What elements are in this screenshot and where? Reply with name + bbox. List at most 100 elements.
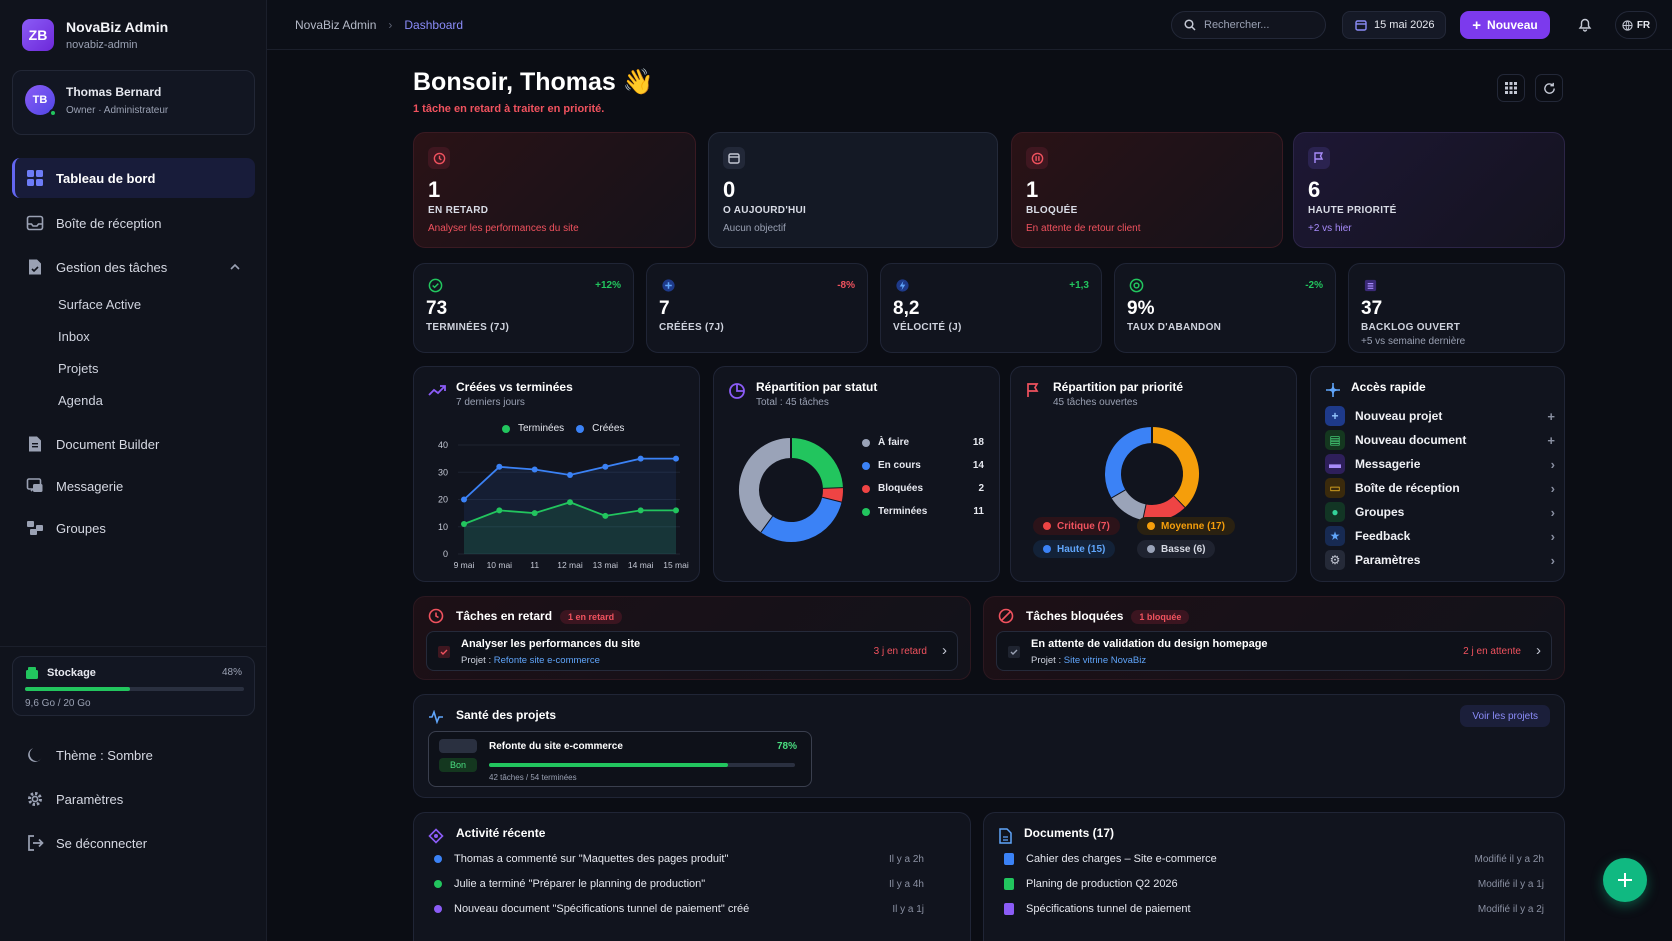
refresh-button[interactable] [1535, 74, 1563, 102]
grid-icon [27, 170, 43, 186]
activity-icon [428, 828, 444, 844]
list-item[interactable]: Nouveau document "Spécifications tunnel … [434, 903, 924, 915]
quick-label: Boîte de réception [1355, 481, 1460, 495]
project-health-row[interactable]: Bon Refonte du site e-commerce 78% 42 tâ… [428, 731, 812, 787]
slice-gap [1172, 495, 1186, 509]
sidebar-item-tasks[interactable]: Gestion des tâches [12, 247, 255, 287]
new-button[interactable]: + Nouveau [1460, 11, 1550, 39]
priority-pill-medium[interactable]: Moyenne (17) [1137, 517, 1235, 535]
status-legend-item: Bloquées 2 [862, 483, 984, 494]
metric-card-abandon[interactable]: -2% 9% TAUX D'ABANDON [1114, 263, 1336, 353]
list-item[interactable]: Julie a terminé "Préparer le planning de… [434, 878, 924, 890]
brand[interactable]: ZB NovaBiz Admin novabiz-admin [22, 19, 168, 51]
project-link[interactable]: Refonte site e-commerce [493, 655, 600, 666]
blocked-task-row[interactable]: En attente de validation du design homep… [996, 631, 1552, 671]
page-title: Bonsoir, Thomas 👋 [413, 68, 654, 96]
task-status: 2 j en attente [1463, 646, 1521, 657]
sidebar-subitem-surface[interactable]: Surface Active [58, 297, 142, 312]
kpi-sub: Aucun objectif [723, 223, 786, 234]
task-status: 3 j en retard [873, 646, 927, 657]
quick-messaging[interactable]: ▬ Messagerie › [1325, 454, 1555, 474]
sidebar-item-document-builder[interactable]: Document Builder [12, 424, 255, 464]
panel-project-health: Santé des projets Voir les projets Bon R… [413, 694, 1565, 798]
kpi-card-high-priority[interactable]: 6 HAUTE PRIORITÉ +2 vs hier [1293, 132, 1565, 248]
fab-add-button[interactable] [1603, 858, 1647, 902]
breadcrumb-root[interactable]: NovaBiz Admin [295, 18, 377, 32]
chevron-right-icon: › [942, 642, 947, 659]
sidebar-item-inbox[interactable]: Boîte de réception [12, 203, 255, 243]
list-item[interactable]: Cahier des charges – Site e-commerce Modi… [1004, 853, 1544, 865]
quick-label: Messagerie [1355, 457, 1421, 471]
quick-new-document[interactable]: ▤ Nouveau document + [1325, 430, 1555, 450]
data-point [637, 455, 644, 462]
apps-grid-icon [1505, 82, 1517, 94]
data-point [637, 507, 644, 514]
list-item[interactable]: Spécifications tunnel de paiement Modifié… [1004, 903, 1544, 915]
item-text: Spécifications tunnel de paiement [1026, 903, 1191, 915]
priority-pill-critical[interactable]: Critique (7) [1033, 517, 1120, 535]
pulse-icon [429, 710, 443, 724]
priority-pill-high[interactable]: Haute (15) [1033, 540, 1116, 558]
project-link[interactable]: Site vitrine NovaBiz [1063, 655, 1147, 666]
quick-feedback[interactable]: ★ Feedback › [1325, 526, 1555, 546]
x-tick-label: 13 mai [593, 560, 619, 570]
data-point [673, 507, 679, 514]
quick-settings[interactable]: ⚙ Paramètres › [1325, 550, 1555, 570]
quick-groups[interactable]: ● Groupes › [1325, 502, 1555, 522]
sidebar-subitem-inbox[interactable]: Inbox [58, 329, 90, 344]
sidebar-item-dashboard[interactable]: Tableau de bord [12, 158, 255, 198]
sidebar-item-label: Gestion des tâches [56, 259, 168, 275]
kpi-card-today[interactable]: 0 O AUJOURD'HUI Aucun objectif [708, 132, 998, 248]
settings-label: Paramètres [56, 791, 124, 807]
item-time: Il y a 4h [888, 878, 924, 890]
priority-pill-low[interactable]: Basse (6) [1137, 540, 1216, 558]
metric-card-completed[interactable]: +12% 73 TERMINÉES (7J) [413, 263, 634, 353]
bell-icon[interactable] [1577, 16, 1593, 32]
kpi-card-blocked[interactable]: 1 BLOQUÉE En attente de retour client [1011, 132, 1283, 248]
metric-card-backlog[interactable]: 37 BACKLOG OUVERT +5 vs semaine dernière [1348, 263, 1565, 353]
view-controls [1497, 74, 1563, 102]
kpi-card-overdue[interactable]: 1 EN RETARD Analyser les performances du… [413, 132, 696, 248]
kpi-sub: En attente de retour client [1026, 223, 1141, 234]
legend-label: À faire [878, 437, 910, 448]
data-point [496, 507, 503, 514]
plus-icon: + [1325, 406, 1345, 426]
sidebar-item-messaging[interactable]: Messagerie [12, 466, 255, 506]
gear-icon [28, 792, 42, 806]
sidebar-item-settings[interactable]: Paramètres [12, 779, 255, 819]
sidebar-subitem-projects[interactable]: Projets [58, 361, 99, 376]
list-item[interactable]: Thomas a commenté sur "Maquettes des pag… [434, 853, 924, 865]
donut-slice [1142, 495, 1185, 521]
list-item[interactable]: Planing de production Q2 2026 Modifié il … [1004, 878, 1544, 890]
view-projects-button[interactable]: Voir les projets [1460, 705, 1550, 727]
quick-inbox[interactable]: ▭ Boîte de réception › [1325, 478, 1555, 498]
quick-new-project[interactable]: + Nouveau projet + [1325, 406, 1555, 426]
legend-value: 11 [973, 506, 984, 517]
logout-button[interactable]: Se déconnecter [12, 823, 255, 863]
metric-value: 9% [1127, 298, 1155, 319]
slice-gap [822, 487, 844, 490]
panel-subtitle: Total : 45 tâches [756, 397, 829, 408]
theme-toggle[interactable]: Thème : Sombre [12, 735, 255, 775]
y-tick-label: 0 [443, 549, 448, 559]
panel-recent-activity: Activité récente Thomas a commenté sur "… [413, 812, 971, 941]
layout-grid-button[interactable] [1497, 74, 1525, 102]
sidebar-item-label: Tableau de bord [56, 170, 156, 186]
late-task-row[interactable]: Analyser les performances du site Projet… [426, 631, 958, 671]
y-tick-label: 30 [438, 467, 448, 477]
groups-icon: ● [1325, 502, 1345, 522]
metric-card-created[interactable]: -8% 7 CRÉÉES (7J) [646, 263, 868, 353]
chevron-up-icon[interactable] [229, 261, 241, 273]
metric-card-velocity[interactable]: +1,3 8,2 VÉLOCITÉ (J) [880, 263, 1102, 353]
item-time: Modifié il y a 2h [1474, 853, 1544, 865]
user-card[interactable]: TB Thomas Bernard Owner · Administrateur [12, 70, 255, 135]
y-tick-label: 20 [438, 495, 448, 505]
legend-dot [862, 461, 870, 470]
date-picker[interactable]: 15 mai 2026 [1342, 11, 1446, 39]
sidebar-subitem-agenda[interactable]: Agenda [58, 393, 103, 408]
metric-value: 73 [426, 298, 448, 319]
language-switcher[interactable]: FR [1615, 11, 1657, 39]
sidebar-item-groups[interactable]: Groupes [12, 508, 255, 548]
legend-item: Critique (7) [1057, 520, 1110, 532]
search-input[interactable]: Rechercher... [1171, 11, 1326, 39]
